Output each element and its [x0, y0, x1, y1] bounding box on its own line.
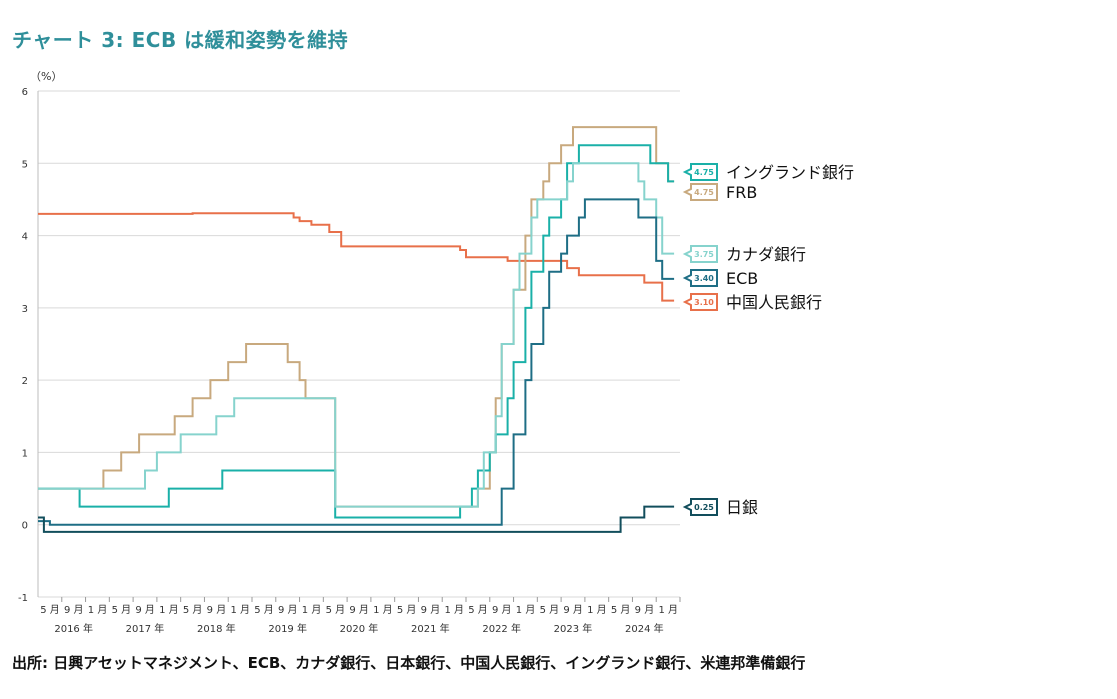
- legend-value-box: [682, 163, 718, 181]
- x-tick-label: 5 月: [540, 604, 560, 616]
- x-tick-label: 1 月: [658, 604, 678, 616]
- x-tick-label: 5 月: [254, 604, 274, 616]
- y-tick-label: 2: [22, 376, 28, 387]
- legend-label: 日銀: [726, 498, 758, 517]
- gridlines: [38, 90, 680, 598]
- x-tick-label: 1 月: [444, 604, 464, 616]
- legend: 4.75 イングランド銀行 4.75 FRB 3.75 カナダ銀行 3.40 ECB 3.10 中…: [682, 163, 854, 517]
- x-tick-label: 1 月: [516, 604, 536, 616]
- y-tick-label: 3: [22, 304, 28, 315]
- legend-value: 3.40: [694, 274, 714, 283]
- legend-item: 4.75 FRB: [682, 183, 757, 202]
- y-tick-label: 5: [22, 159, 28, 170]
- legend-value: 4.75: [694, 188, 714, 197]
- legend-value: 0.25: [694, 503, 714, 512]
- legend-value-box: [682, 269, 718, 287]
- x-year-label: 2021 年: [411, 622, 450, 635]
- legend-label: イングランド銀行: [726, 163, 854, 182]
- x-tick-label: 5 月: [40, 604, 60, 616]
- x-tick-label: 9 月: [278, 604, 298, 616]
- legend-label: カナダ銀行: [726, 245, 806, 264]
- x-tick-label: 9 月: [207, 604, 227, 616]
- legend-value-box: [682, 498, 718, 516]
- x-year-label: 2020 年: [340, 622, 379, 635]
- x-tick-label: 9 月: [135, 604, 155, 616]
- x-year-label: 2023 年: [554, 622, 593, 635]
- x-tick-label: 5 月: [397, 604, 417, 616]
- x-tick-label: 9 月: [635, 604, 655, 616]
- series-line-ECB: [38, 198, 675, 526]
- x-tick-label: 1 月: [230, 604, 250, 616]
- source-note: 出所: 日興アセットマネジメント、ECB、カナダ銀行、日本銀行、中国人民銀行、イ…: [12, 654, 806, 672]
- x-tick-label: 1 月: [88, 604, 108, 616]
- legend-label: ECB: [726, 269, 758, 288]
- x-year-label: 2024 年: [625, 622, 664, 635]
- y-tick-label: 0: [22, 521, 28, 532]
- series-line-中国人民銀行: [38, 212, 675, 302]
- legend-item: 4.75 イングランド銀行: [682, 163, 854, 182]
- y-axis-unit: （%）: [30, 70, 62, 83]
- chart-title: チャート 3: ECB は緩和姿勢を維持: [12, 28, 349, 52]
- series-line-イングランド銀行: [38, 144, 675, 519]
- legend-item: 3.40 ECB: [682, 269, 758, 288]
- x-tick-label: 5 月: [326, 604, 346, 616]
- x-year-label: 2017 年: [126, 622, 165, 635]
- legend-value: 3.75: [694, 250, 714, 259]
- x-tick-label: 9 月: [64, 604, 84, 616]
- x-tick-label: 5 月: [611, 604, 631, 616]
- x-tick-label: 5 月: [112, 604, 132, 616]
- legend-label: 中国人民銀行: [726, 293, 822, 312]
- x-tick-label: 1 月: [373, 604, 393, 616]
- x-year-label: 2016 年: [54, 622, 93, 635]
- series-line-カナダ銀行: [38, 162, 675, 508]
- x-year-label: 2022 年: [482, 622, 521, 635]
- series-lines: [38, 126, 675, 533]
- x-tick-label: 9 月: [421, 604, 441, 616]
- x-year-label: 2019 年: [268, 622, 307, 635]
- y-tick-label: 1: [22, 448, 28, 459]
- legend-value: 3.10: [694, 298, 714, 307]
- y-tick-label: 6: [22, 87, 28, 98]
- legend-value-box: [682, 183, 718, 201]
- legend-label: FRB: [726, 183, 757, 202]
- legend-value-box: [682, 245, 718, 263]
- x-tick-label: 9 月: [349, 604, 369, 616]
- x-tick-label: 1 月: [587, 604, 607, 616]
- y-tick-label: -1: [18, 593, 28, 604]
- legend-item: 0.25 日銀: [682, 498, 758, 517]
- x-tick-label: 5 月: [183, 604, 203, 616]
- legend-item: 3.75 カナダ銀行: [682, 245, 806, 264]
- x-tick-label: 9 月: [563, 604, 583, 616]
- y-tick-label: 4: [22, 232, 28, 243]
- legend-value-box: [682, 293, 718, 311]
- x-tick-label: 5 月: [468, 604, 488, 616]
- series-line-日銀: [38, 505, 675, 533]
- x-year-label: 2018 年: [197, 622, 236, 635]
- legend-value: 4.75: [694, 168, 714, 177]
- legend-item: 3.10 中国人民銀行: [682, 293, 822, 312]
- x-tick-label: 1 月: [302, 604, 322, 616]
- series-line-FRB: [38, 126, 675, 508]
- x-tick-label: 9 月: [492, 604, 512, 616]
- x-tick-label: 1 月: [159, 604, 179, 616]
